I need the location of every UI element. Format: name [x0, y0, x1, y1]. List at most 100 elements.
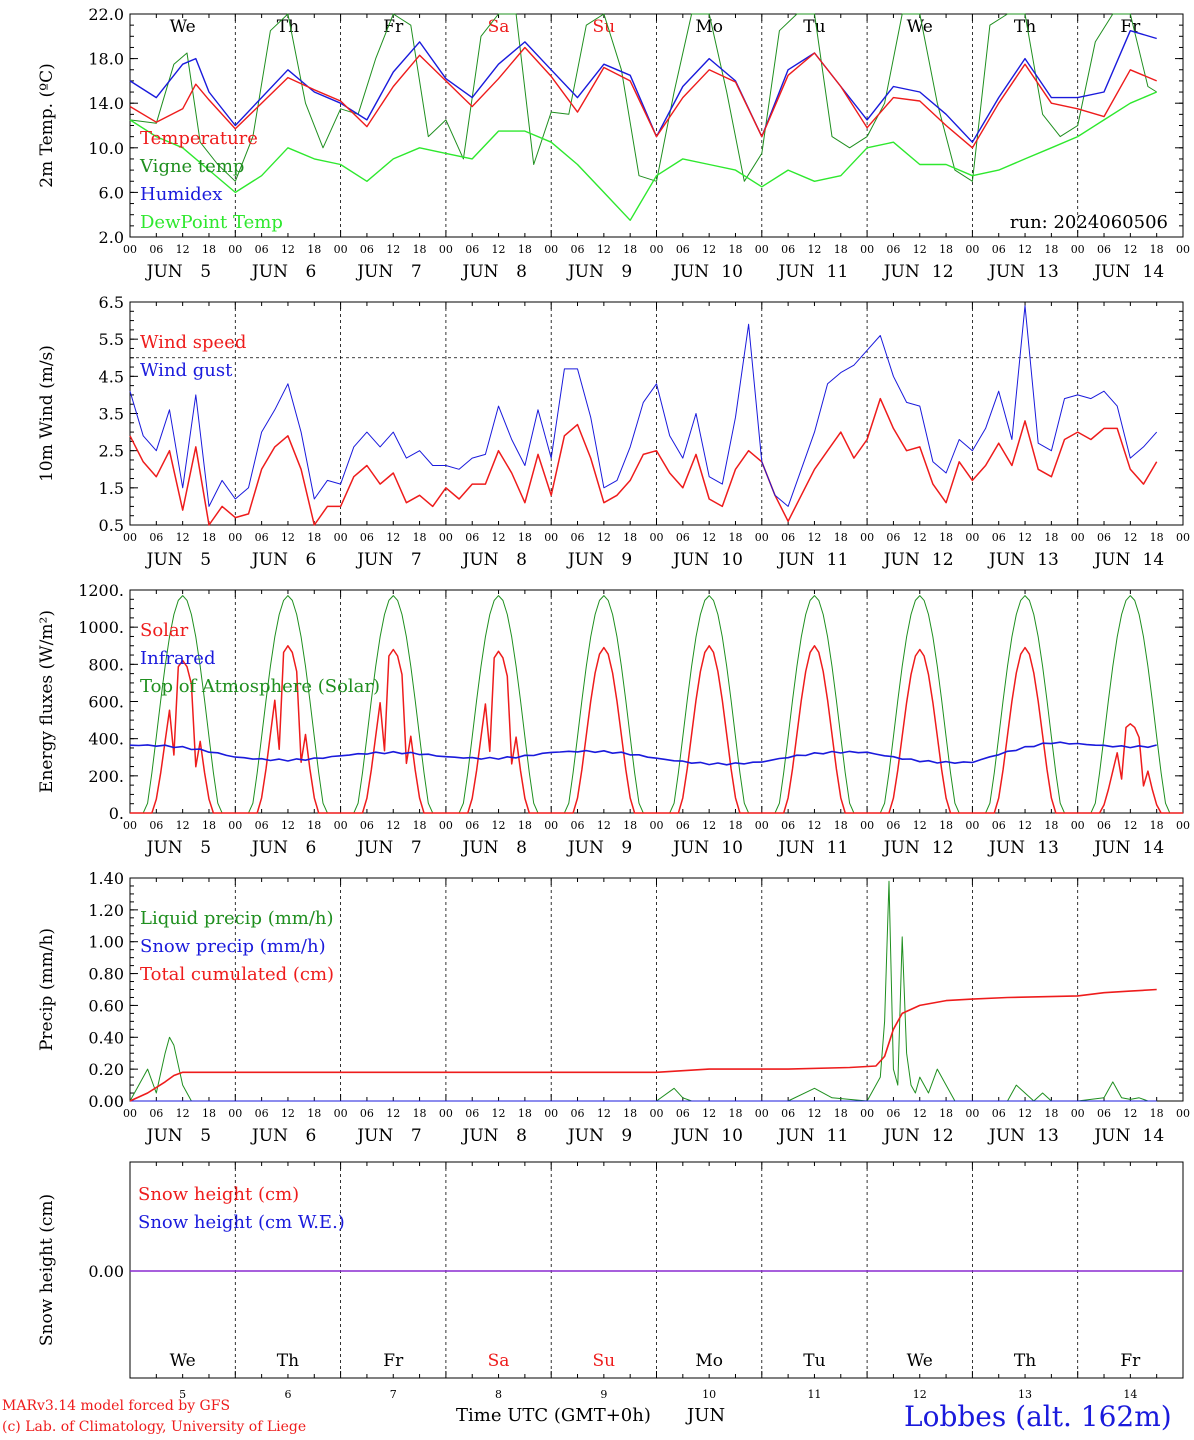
hour-tick-label: 06 — [676, 819, 690, 832]
panel-frame — [129, 301, 1184, 526]
weekday-label: We — [170, 17, 196, 37]
y-tick-label: 0.40 — [88, 1028, 124, 1047]
hour-tick-label: 06 — [1097, 819, 1111, 832]
hour-tick-label: 12 — [386, 819, 400, 832]
run-label: run: 2024060506 — [1010, 212, 1168, 233]
hour-tick-label: 18 — [939, 531, 953, 544]
bottom-date-label: 6 — [284, 1388, 291, 1401]
hour-tick-label: 12 — [1018, 819, 1032, 832]
hour-tick-label: 06 — [676, 1107, 690, 1120]
weekday-label: Fr — [383, 1351, 404, 1371]
y-tick-label: 0.20 — [88, 1060, 124, 1079]
y-tick-label: 2.5 — [99, 442, 124, 461]
hour-tick-label: 18 — [307, 531, 321, 544]
y-tick-label: 200. — [88, 767, 124, 786]
hour-tick-label: 00 — [228, 1107, 242, 1120]
hour-tick-label: 12 — [702, 819, 716, 832]
hour-tick-label: 18 — [518, 819, 532, 832]
y-tick-label: 3.5 — [99, 405, 124, 424]
total-cumulated-line — [129, 988, 1157, 1102]
hour-tick-label: 18 — [413, 243, 427, 256]
hour-tick-label: 00 — [544, 1107, 558, 1120]
date-day-label: 12 — [932, 262, 954, 282]
hour-tick-label: 12 — [702, 243, 716, 256]
hour-tick-label: 06 — [360, 531, 374, 544]
hour-tick-label: 12 — [597, 531, 611, 544]
date-month-label: JUN — [566, 550, 604, 570]
toa-solar-line — [551, 595, 657, 814]
hour-tick-label: 06 — [360, 243, 374, 256]
hour-tick-label: 00 — [228, 243, 242, 256]
date-month-label: JUN — [987, 1126, 1025, 1146]
toa-solar-line — [1077, 595, 1183, 814]
date-month-label: JUN — [671, 550, 709, 570]
date-day-label: 8 — [516, 838, 527, 858]
location-label: Lobbes (alt. 162m) — [904, 1400, 1172, 1433]
date-day-label: 9 — [621, 550, 632, 570]
date-month-label: JUN — [882, 1126, 920, 1146]
hour-tick-label: 00 — [544, 531, 558, 544]
date-month-label: JUN — [671, 262, 709, 282]
hour-tick-label: 06 — [465, 243, 479, 256]
hour-tick-label: 06 — [1097, 1107, 1111, 1120]
series-line-lightgreen — [129, 91, 1157, 222]
hour-tick-label: 12 — [807, 1107, 821, 1120]
hour-tick-label: 12 — [281, 531, 295, 544]
date-month-label: JUN — [882, 550, 920, 570]
panel-frame — [129, 589, 1184, 814]
y-tick-label: 1.20 — [88, 901, 124, 920]
hour-tick-label: 00 — [860, 819, 874, 832]
y-tick-label: 6.0 — [99, 183, 124, 202]
hour-tick-label: 12 — [281, 1107, 295, 1120]
hour-tick-label: 18 — [413, 819, 427, 832]
date-day-label: 7 — [411, 1126, 422, 1146]
hour-tick-label: 18 — [202, 243, 216, 256]
hour-tick-label: 12 — [1018, 531, 1032, 544]
hour-tick-label: 06 — [992, 819, 1006, 832]
hour-tick-label: 18 — [307, 243, 321, 256]
y-tick-label: 0.00 — [88, 1262, 124, 1281]
hour-tick-label: 00 — [965, 531, 979, 544]
date-day-label: 11 — [827, 838, 849, 858]
hour-tick-label: 12 — [1018, 243, 1032, 256]
y-tick-label: 0.5 — [99, 516, 124, 535]
hour-tick-label: 00 — [123, 819, 137, 832]
legend-entry: Wind gust — [140, 360, 233, 381]
hour-tick-label: 18 — [1044, 819, 1058, 832]
date-day-label: 11 — [827, 550, 849, 570]
hour-tick-label: 12 — [386, 243, 400, 256]
bottom-date-label: 14 — [1123, 1388, 1137, 1401]
date-month-label: JUN — [776, 550, 814, 570]
y-tick-label: 0. — [109, 804, 124, 823]
date-month-label: JUN — [776, 838, 814, 858]
hour-tick-label: 18 — [728, 531, 742, 544]
hour-tick-label: 06 — [992, 531, 1006, 544]
hour-tick-label: 00 — [650, 531, 664, 544]
y-axis-title: Energy fluxes (W/m²) — [37, 610, 57, 793]
legend-entry: Humidex — [140, 184, 222, 205]
hour-tick-label: 06 — [571, 819, 585, 832]
date-month-label: JUN — [355, 1126, 393, 1146]
solar-line — [867, 648, 973, 814]
toa-solar-line — [235, 595, 341, 814]
hour-tick-label: 18 — [413, 531, 427, 544]
y-axis-title: Precip (mm/h) — [37, 928, 57, 1051]
hour-tick-label: 00 — [334, 819, 348, 832]
y-tick-label: 600. — [88, 693, 124, 712]
date-day-label: 7 — [411, 550, 422, 570]
date-month-label: JUN — [355, 838, 393, 858]
hour-tick-label: 18 — [202, 531, 216, 544]
date-day-label: 9 — [621, 1126, 632, 1146]
hour-tick-label: 12 — [176, 243, 190, 256]
y-tick-label: 1.00 — [88, 933, 124, 952]
date-month-label: JUN — [671, 838, 709, 858]
hour-tick-label: 06 — [781, 819, 795, 832]
hour-tick-label: 18 — [728, 819, 742, 832]
y-axis-title: 10m Wind (m/s) — [37, 345, 57, 482]
series-line-blue — [129, 30, 1157, 143]
date-month-label: JUN — [461, 838, 499, 858]
time-axis-label: Time UTC (GMT+0h) — [456, 1405, 651, 1426]
date-day-label: 6 — [306, 838, 317, 858]
legend-entry: Solar — [140, 620, 189, 641]
legend-entry: Liquid precip (mm/h) — [140, 908, 334, 929]
